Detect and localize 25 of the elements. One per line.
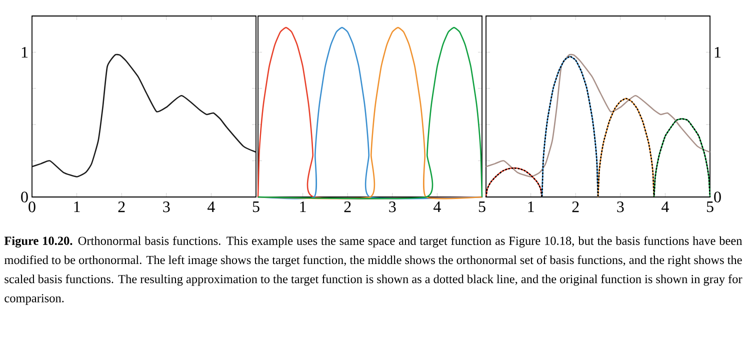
x-tick-label: 5 xyxy=(252,202,260,212)
line-series xyxy=(485,167,543,198)
x-tick-label: 0 xyxy=(28,202,36,212)
y2-tick-label: 1 xyxy=(714,46,721,58)
x-tick-label: 3 xyxy=(389,202,396,212)
x-tick-label: 4 xyxy=(662,202,669,212)
line-series xyxy=(541,56,599,198)
x-tick-label: 4 xyxy=(208,202,215,212)
x-tick-label: 2 xyxy=(118,202,125,212)
x-tick-label: 1 xyxy=(74,202,80,212)
x-tick-label: 3 xyxy=(163,202,170,212)
line-series xyxy=(653,118,711,198)
line-series xyxy=(31,54,257,178)
x-tick-label: 2 xyxy=(344,202,351,212)
x-tick-label: 5 xyxy=(478,202,486,212)
line-series xyxy=(597,98,655,198)
x-tick-label: 5 xyxy=(706,202,714,212)
y2-tick-label: 0 xyxy=(714,192,721,202)
x-tick-label: 1 xyxy=(528,202,534,212)
x-tick-label: 4 xyxy=(434,202,441,212)
x-tick-label: 2 xyxy=(572,202,579,212)
text: Figure 10.20. Orthonormal basis functions. This example uses the same space and target function as Figure 10.18, but the basis functions have been modified to be orthonormal. The left image shows the target function, the middle shows the orthonormal set of basis functions, and the right shows the scaled basis functions. The resulting approximation to the target function is shown as a dotted black line, and the original function is shown in gray for comparison. xyxy=(4,236,742,305)
x-tick-label: 3 xyxy=(617,202,624,212)
line-series xyxy=(485,54,711,178)
x-tick-label: 1 xyxy=(300,202,306,212)
